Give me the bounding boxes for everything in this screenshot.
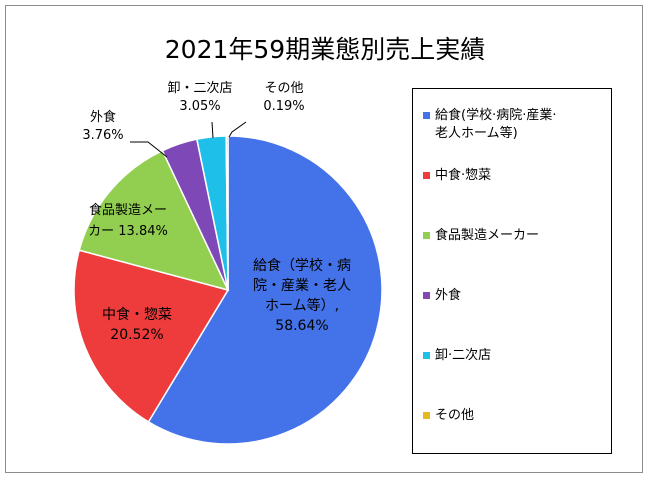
slice-nakashoku (73, 249, 230, 423)
data-label-sonota: その他 0.19% (263, 81, 304, 114)
leader-line-gaishoku (130, 141, 168, 158)
legend-item-nakashoku: 中食·惣菜 (423, 167, 608, 185)
legend-swatch (423, 352, 430, 359)
legend-swatch (423, 292, 430, 299)
legend-item-food-maker: 食品製造メーカー (423, 227, 608, 245)
legend-item-gaishoku: 外食 (423, 287, 608, 305)
legend-label: 外食 (435, 288, 462, 303)
data-label-food-maker: 食品製造メーカー 13.84% (88, 202, 168, 239)
legend-label: 老人ホーム等) (435, 126, 518, 141)
slice-kyushoku (147, 135, 383, 445)
legend-label: 食品製造メーカー (435, 228, 540, 243)
legend-item-oroshi: 卸·二次店 (423, 347, 608, 365)
data-label-gaishoku: 外食 3.76% (82, 109, 123, 143)
data-label-oroshi: 卸・二次店 3.05% (167, 80, 232, 114)
slice-food-maker (78, 149, 230, 292)
data-label-kyushoku: 給食（学校・病院・産業・老人ホーム等）, 58.64% (253, 257, 351, 334)
legend-label: その他 (435, 408, 475, 423)
chart-frame (5, 5, 643, 473)
legend-swatch (423, 232, 430, 239)
leader-line-oroshi (211, 121, 214, 139)
legend-swatch (423, 172, 430, 179)
legend: 給食(学校·病院·産業· 老人ホーム等) 中食·惣菜食品製造メーカー 外食卸·二次店そ… (412, 88, 612, 454)
legend-item-sonota: その他 (423, 407, 608, 425)
legend-label: 中食·惣菜 (435, 168, 492, 183)
legend-label: 給食(学校·病院·産業· (435, 108, 557, 123)
data-label-nakashoku: 中食・惣菜 20.52% (102, 306, 172, 343)
legend-label: 卸·二次店 (435, 348, 492, 363)
legend-item-kyushoku: 給食(学校·病院·産業· 老人ホーム等) (423, 107, 608, 143)
legend-swatch (423, 412, 430, 419)
leader-line-sonota (228, 121, 247, 138)
legend-swatch (423, 112, 430, 119)
chart-title: 2021年59期業態別売上実績 (164, 35, 486, 64)
slice-sonota (225, 135, 229, 291)
